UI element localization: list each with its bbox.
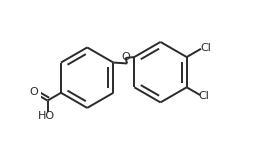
- Text: Cl: Cl: [199, 91, 210, 101]
- Text: HO: HO: [38, 111, 55, 121]
- Text: Cl: Cl: [200, 43, 211, 53]
- Text: O: O: [122, 52, 130, 62]
- Text: O: O: [30, 87, 39, 97]
